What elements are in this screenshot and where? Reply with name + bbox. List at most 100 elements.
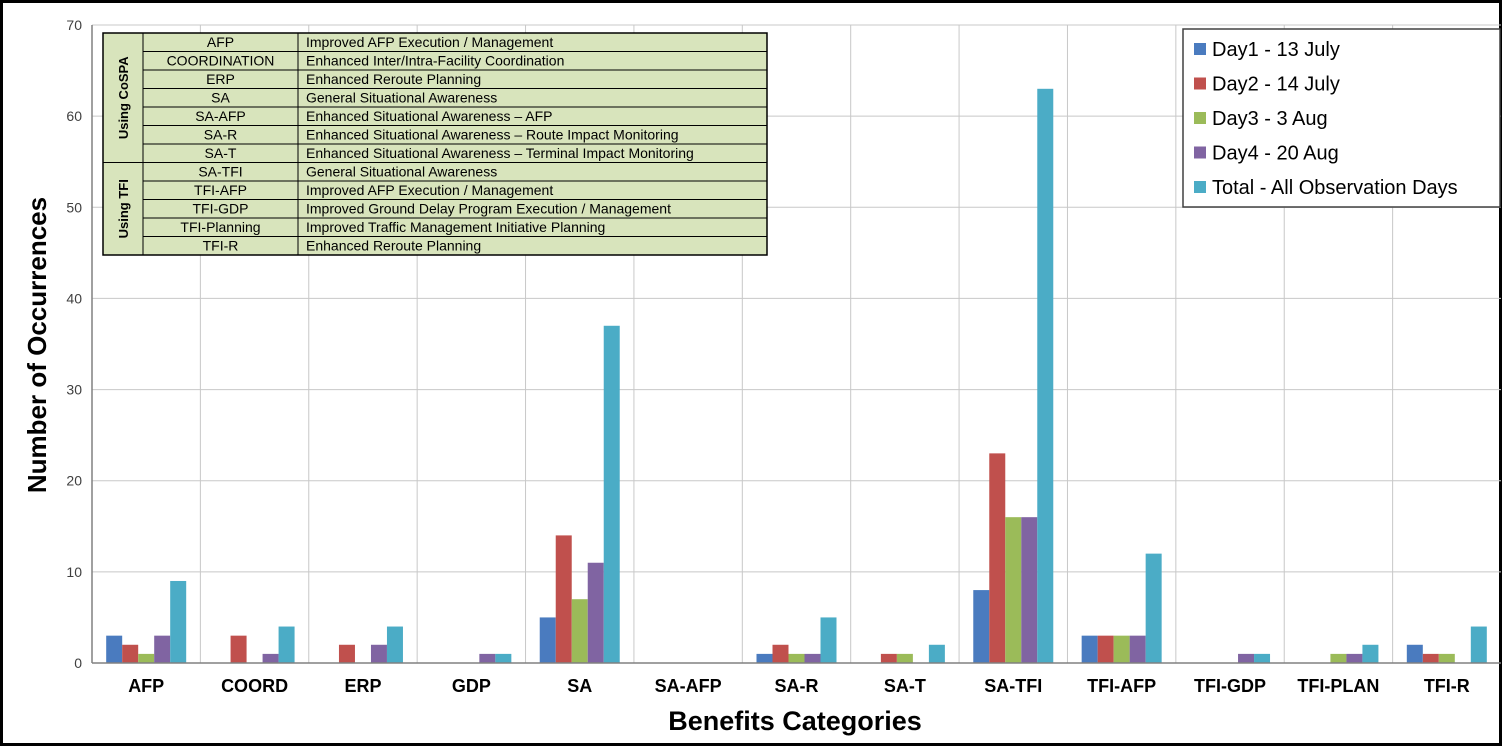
y-tick-label: 70 [66, 17, 82, 33]
definition-code: SA-T [205, 145, 237, 161]
bar [230, 635, 247, 663]
y-tick-label: 40 [66, 290, 82, 306]
legend-swatch [1194, 146, 1206, 159]
bar [1438, 653, 1455, 663]
bar [772, 644, 789, 663]
bar [1330, 653, 1347, 663]
bar [138, 653, 155, 663]
bar [1422, 653, 1439, 663]
legend-label: Day3 - 3 Aug [1212, 108, 1328, 130]
y-tick-labels: 0 10 20 30 40 50 60 70 [66, 17, 82, 671]
bar [1005, 517, 1022, 663]
y-tick-label: 20 [66, 473, 82, 489]
bars [106, 88, 1487, 664]
legend-swatch [1194, 181, 1206, 193]
bar [1254, 653, 1271, 663]
y-tick-label: 60 [66, 108, 82, 124]
x-tick-label: SA-R [775, 676, 819, 696]
y-tick-label: 0 [74, 655, 82, 671]
x-tick-label: SA-TFI [984, 676, 1042, 696]
definition-code: TFI-R [203, 238, 239, 254]
bar [1113, 635, 1130, 663]
y-axis-label: Number of Occurrences [22, 197, 52, 493]
bar [880, 653, 897, 663]
bar [989, 453, 1006, 663]
definitions-table-border [102, 32, 768, 256]
definition-description: Enhanced Inter/Intra-Facility Coordinati… [306, 53, 564, 69]
bar [1346, 653, 1363, 663]
x-tick-label: GDP [452, 676, 491, 696]
y-tick-label: 50 [66, 199, 82, 215]
bar [896, 653, 913, 663]
bar [1081, 635, 1098, 663]
definition-description: Enhanced Reroute Planning [306, 238, 481, 254]
bar [370, 644, 387, 663]
x-tick-labels: AFP COORD ERP GDP SA SA-AFP SA-R SA-T SA-TFI TFI-… [128, 676, 1470, 696]
bar [1021, 517, 1038, 663]
definition-description: Enhanced Situational Awareness – Route I… [306, 127, 679, 143]
x-tick-label: TFI-AFP [1087, 676, 1156, 696]
bar [1097, 635, 1114, 663]
definition-code: TFI-Planning [180, 219, 260, 235]
bar [1362, 644, 1379, 663]
definition-code: AFP [207, 34, 234, 50]
bar [1238, 653, 1255, 663]
definition-description: Improved AFP Execution / Management [306, 34, 553, 50]
axes [91, 25, 1501, 664]
x-tick-label: TFI-GDP [1194, 676, 1266, 696]
bar [587, 562, 604, 663]
x-tick-label: TFI-R [1424, 676, 1470, 696]
bar [603, 325, 620, 663]
legend: Day1 - 13 July Day2 - 14 July Day3 - 3 Aug… [1182, 28, 1501, 208]
definition-code: ERP [206, 71, 235, 87]
legend-label: Day2 - 14 July [1212, 74, 1340, 96]
bar [756, 653, 773, 663]
bar [1145, 553, 1162, 663]
definition-code: SA-TFI [198, 164, 242, 180]
definition-code: TFI-AFP [194, 182, 247, 198]
bar [928, 644, 945, 663]
definition-description: Enhanced Reroute Planning [306, 71, 481, 87]
x-tick-label: SA-AFP [655, 676, 722, 696]
bar [555, 535, 572, 663]
legend-label: Day1 - 13 July [1212, 39, 1340, 61]
bar [1470, 626, 1487, 663]
legend-swatch [1194, 77, 1206, 90]
x-tick-label: COORD [221, 676, 288, 696]
definition-description: General Situational Awareness [306, 90, 497, 106]
bar [338, 644, 355, 663]
x-tick-label: SA-T [884, 676, 926, 696]
legend-label: Total - All Observation Days [1212, 177, 1458, 199]
bar [106, 635, 123, 663]
bar [804, 653, 821, 663]
bar [262, 653, 279, 663]
x-tick-label: TFI-PLAN [1297, 676, 1379, 696]
definition-description: Improved AFP Execution / Management [306, 182, 553, 198]
bar [495, 653, 512, 663]
group-label: Using CoSPA [116, 56, 131, 139]
definition-description: Enhanced Situational Awareness – AFP [306, 108, 552, 124]
legend-swatch [1194, 43, 1206, 55]
definition-description: Improved Ground Delay Program Execution … [306, 201, 671, 217]
bar [122, 644, 139, 663]
bar [386, 626, 403, 663]
definition-code: SA [211, 90, 230, 106]
definition-code: COORDINATION [167, 53, 275, 69]
bar [1406, 644, 1423, 663]
definition-description: Improved Traffic Management Initiative P… [306, 219, 605, 235]
x-tick-label: ERP [344, 676, 381, 696]
legend-swatch [1194, 112, 1206, 124]
bar [278, 626, 295, 663]
bar [788, 653, 805, 663]
legend-label: Day4 - 20 Aug [1212, 143, 1339, 165]
bar [973, 590, 990, 663]
bar [1129, 635, 1146, 663]
bar [154, 635, 171, 663]
group-label: Using TFI [116, 179, 131, 238]
bar [571, 599, 588, 663]
definition-code: SA-AFP [195, 108, 246, 124]
bar [539, 617, 556, 663]
